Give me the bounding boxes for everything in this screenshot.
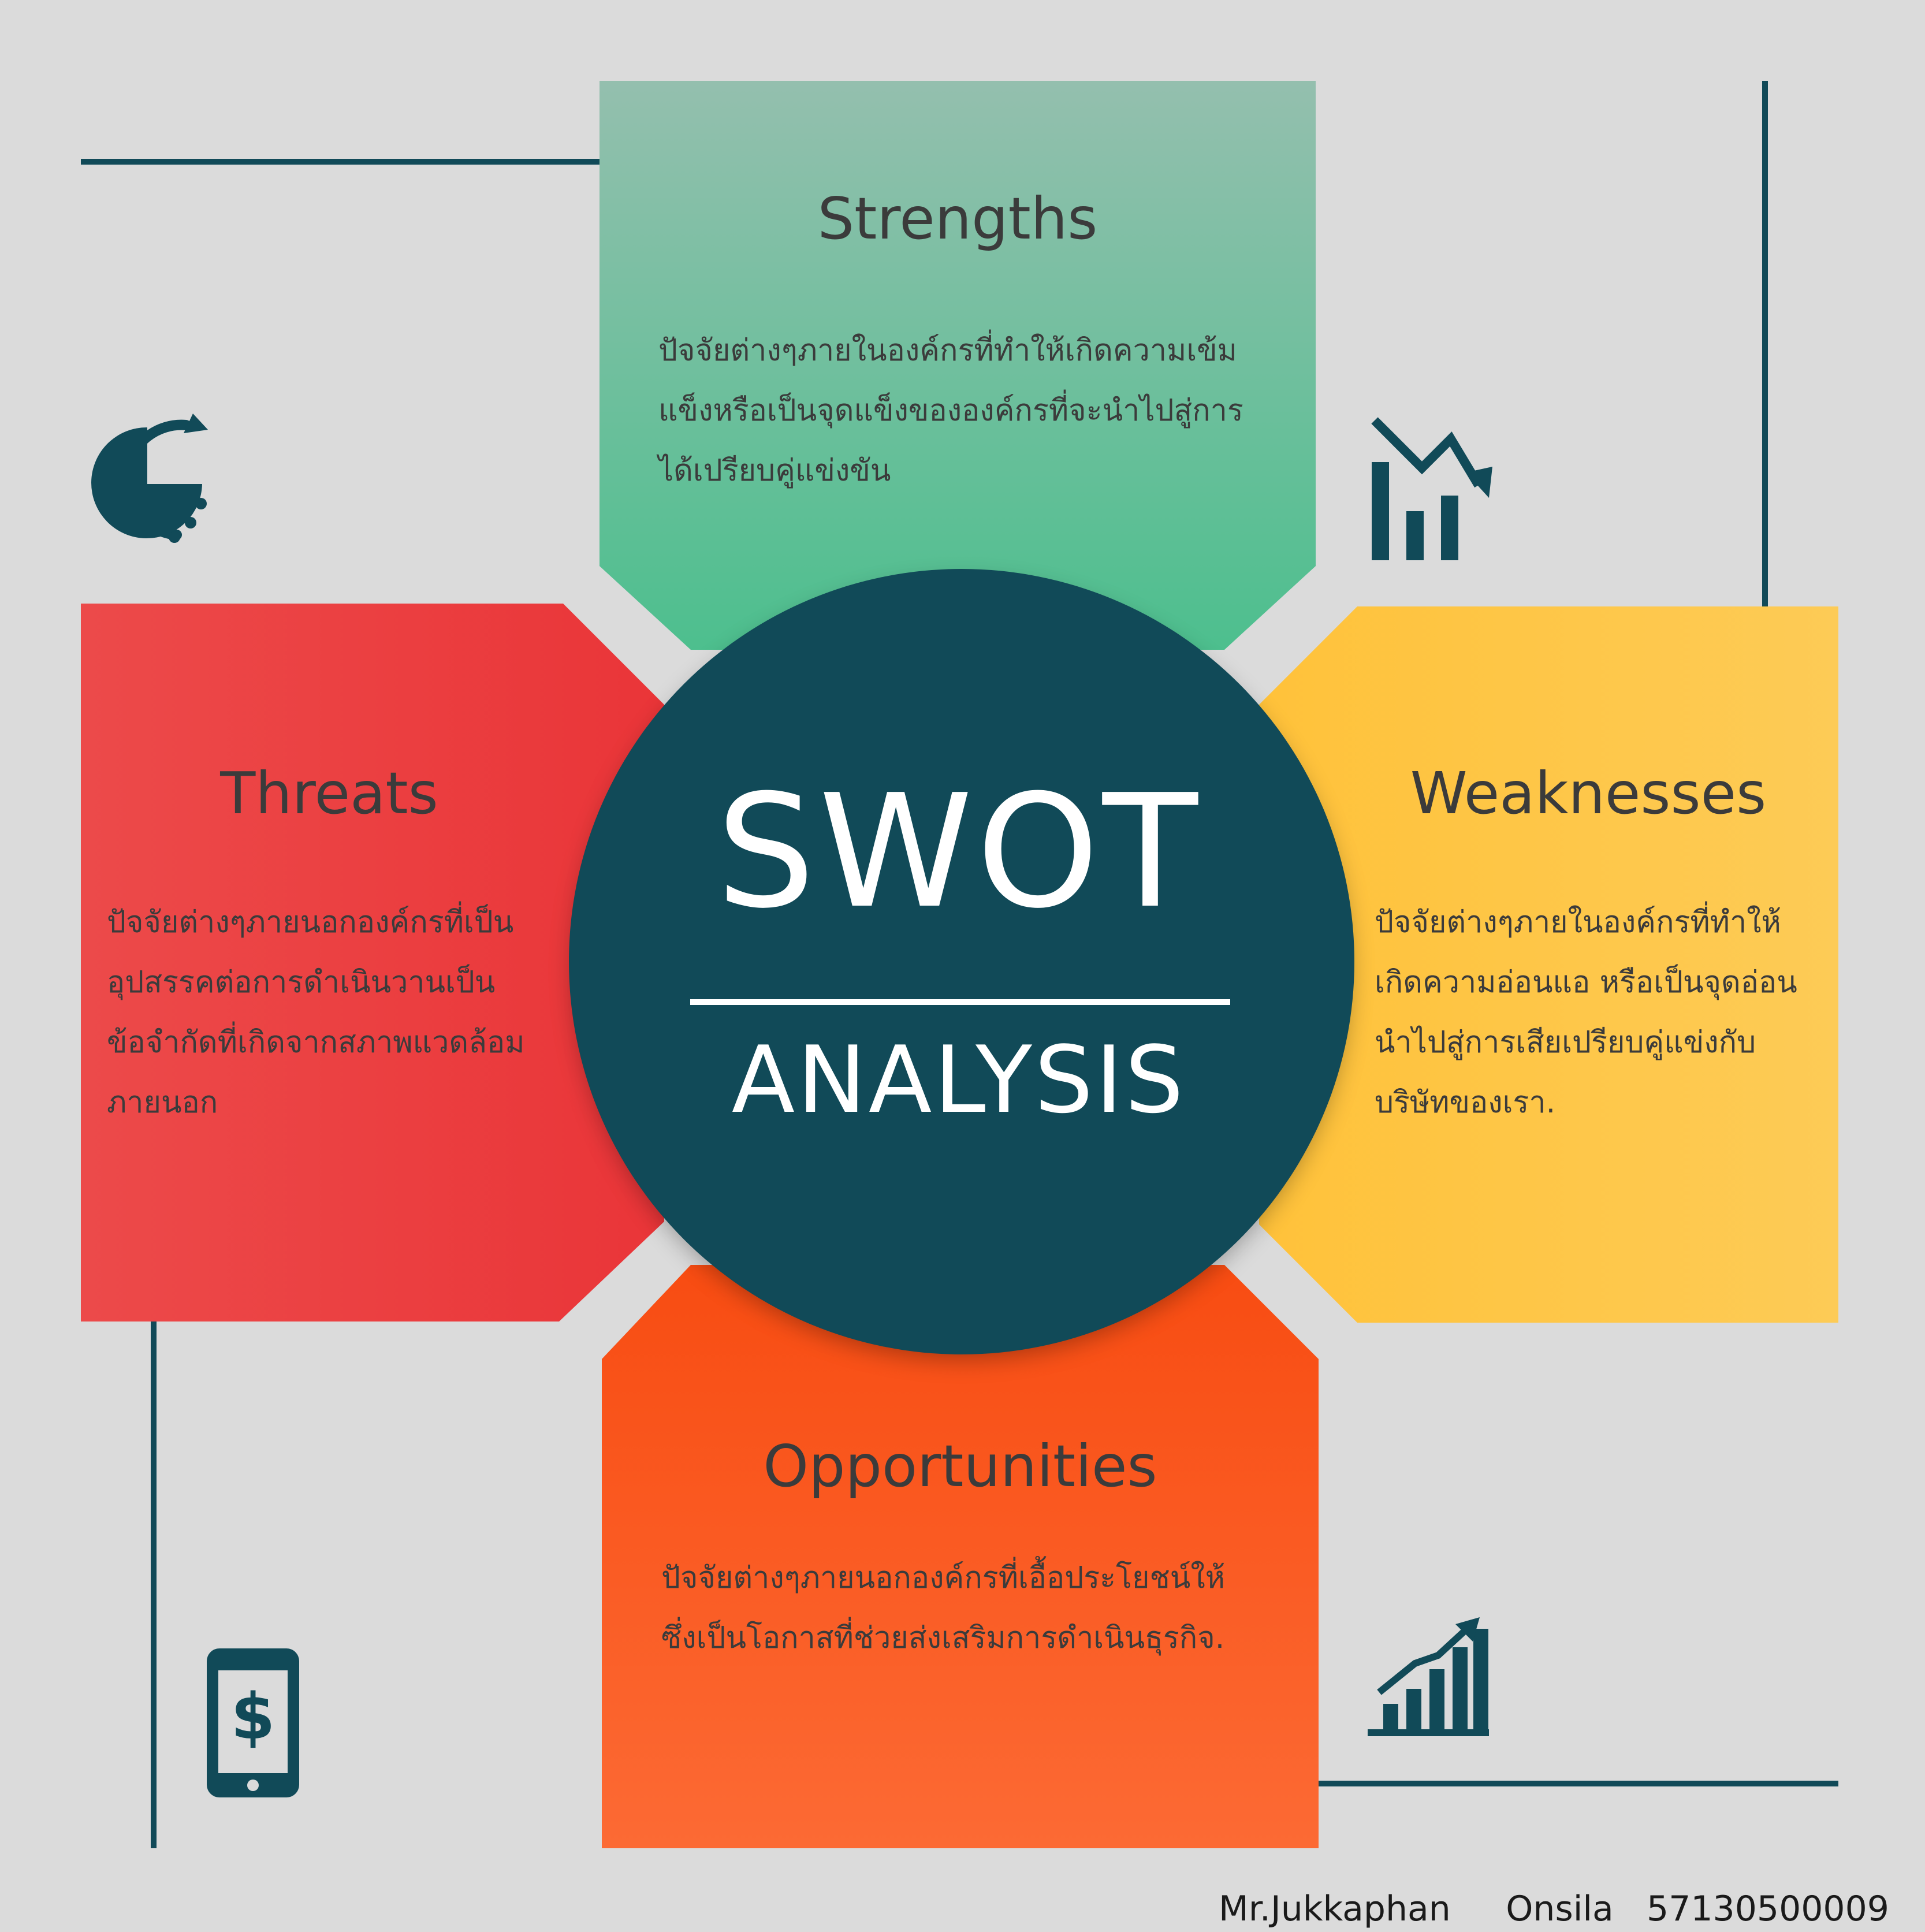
opportunities-body: ปัจจัยต่างๆภายนอกองค์กรที่เอื้อประโยชน์ใ…: [661, 1548, 1225, 1668]
author-credit: Mr.Jukkaphan Onsila 57130500009: [1219, 1889, 1889, 1929]
weaknesses-panel: [1259, 606, 1838, 1323]
threats-panel: [81, 604, 664, 1321]
threats-title: Threats: [220, 760, 438, 827]
chart-down-icon: [1371, 417, 1492, 560]
weaknesses-body: ปัจจัยต่างๆภายในองค์กรที่ทำให้ เกิดความอ…: [1375, 892, 1797, 1133]
swot-title: SWOT: [716, 761, 1201, 943]
weaknesses-line-1: ปัจจัยต่างๆภายในองค์กรที่ทำให้: [1375, 905, 1781, 940]
strengths-line-3: ได้เปรียบคู่แข่งขัน: [658, 453, 891, 488]
strengths-body: ปัจจัยต่างๆภายในองค์กรที่ทำให้เกิดความเข…: [658, 321, 1243, 501]
strengths-line-2: แข็งหรือเป็นจุดแข็งขององค์กรที่จะนำไปสู่…: [658, 393, 1243, 428]
threats-line-3: ข้อจำกัดที่เกิดจากสภาพแวดล้อม: [107, 1025, 525, 1060]
center-circle: [569, 569, 1354, 1354]
threats-line-4: ภายนอก: [107, 1085, 218, 1120]
threats-line-2: อุปสรรคต่อการดำเนินวานเป็น: [107, 965, 496, 1000]
opportunities-panel: [602, 1265, 1319, 1848]
strengths-line-1: ปัจจัยต่างๆภายในองค์กรที่ทำให้เกิดความเข…: [658, 333, 1237, 368]
opportunities-title: Opportunities: [763, 1432, 1157, 1500]
opportunities-line-1: ปัจจัยต่างๆภายนอกองค์กรที่เอื้อประโยชน์ใ…: [661, 1561, 1226, 1595]
threats-line-1: ปัจจัยต่างๆภายนอกองค์กรที่เป็น: [107, 905, 514, 940]
pie-clock-icon: [91, 414, 208, 543]
weaknesses-title: Weaknesses: [1410, 760, 1767, 827]
threats-body: ปัจจัยต่างๆภายนอกองค์กรที่เป็น อุปสรรคต่…: [107, 892, 525, 1133]
weaknesses-line-3: นำไปสู่การเสียเปรียบคู่แข่งกับ: [1375, 1025, 1756, 1060]
swot-subtitle: ANALYSIS: [731, 1026, 1186, 1134]
mobile-dollar-icon: $: [207, 1648, 299, 1797]
opportunities-line-2: ซึ่งเป็นโอกาสที่ช่วยส่งเสริมการดำเนินธุร…: [661, 1621, 1225, 1655]
weaknesses-line-2: เกิดความอ่อนแอ หรือเป็นจุดอ่อน: [1375, 965, 1797, 1000]
svg-text:$: $: [231, 1680, 275, 1754]
weaknesses-line-4: บริษัทของเรา.: [1375, 1085, 1556, 1120]
chart-up-icon: [1368, 1617, 1489, 1736]
swot-divider: [690, 999, 1230, 1005]
strengths-panel: [600, 81, 1316, 650]
strengths-title: Strengths: [817, 185, 1098, 252]
